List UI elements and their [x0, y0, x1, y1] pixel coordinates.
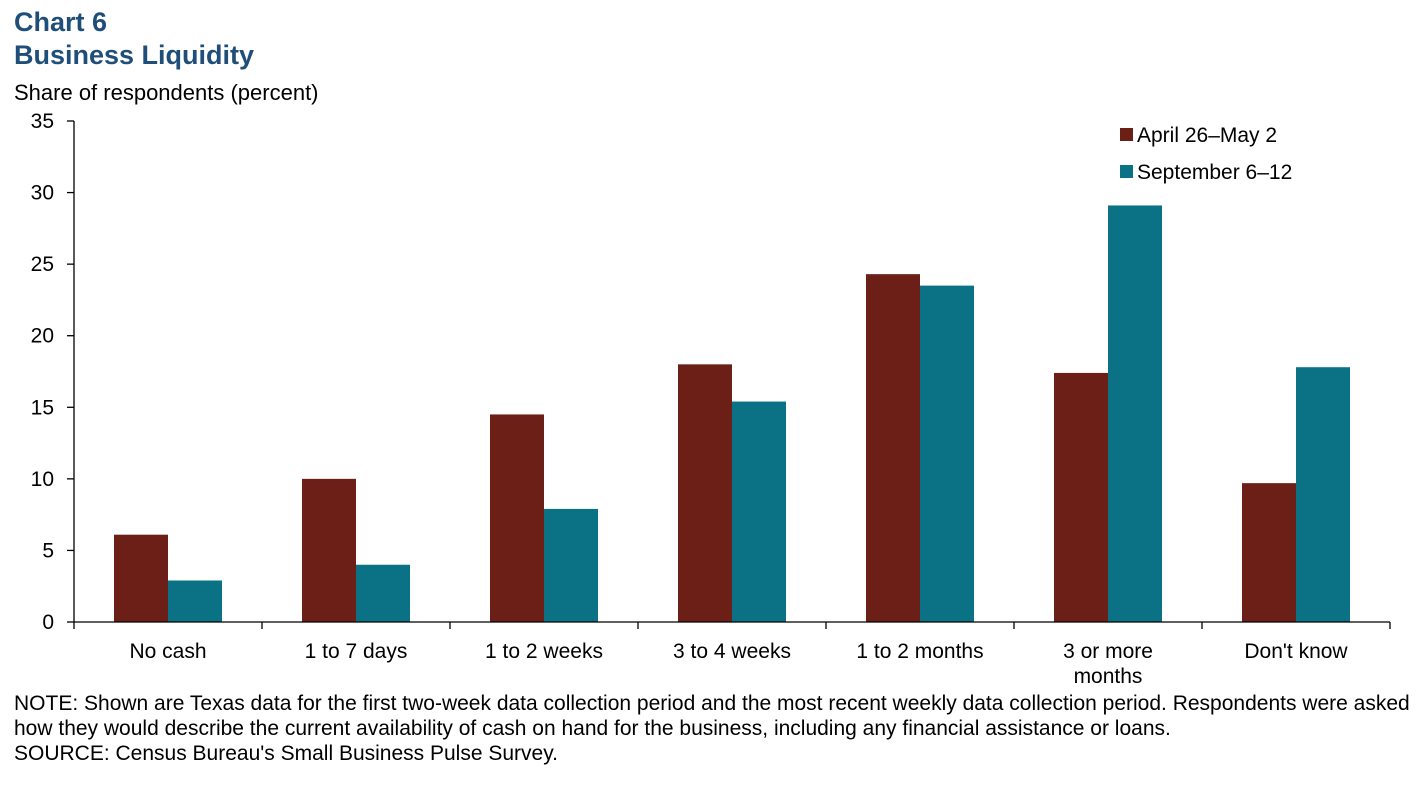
bar-april-1 [302, 478, 356, 622]
y-tick-label: 15 [31, 396, 54, 419]
x-tick-label: 3 or more [1063, 640, 1153, 663]
bar-september-1 [356, 564, 410, 622]
y-tick-label: 10 [31, 468, 54, 491]
chart-title: Business Liquidity [14, 40, 255, 70]
bar-september-3 [732, 401, 786, 622]
x-tick-label: 1 to 2 months [856, 640, 983, 663]
bar-april-6 [1242, 483, 1296, 622]
legend-swatch-april [1120, 128, 1133, 141]
legend-swatch-september [1120, 165, 1133, 178]
bar-april-5 [1054, 372, 1108, 622]
x-tick-label: 3 to 4 weeks [673, 640, 791, 663]
bar-april-4 [866, 274, 920, 622]
y-tick-label: 35 [31, 110, 54, 133]
bar-chart: 0 5 10 15 20 25 30 35 No cash 1 to 7 days 1 to 2 w… [31, 110, 1391, 688]
x-tick-label: 1 to 2 weeks [485, 640, 603, 663]
bar-september-2 [544, 508, 598, 622]
y-tick-label: 25 [31, 253, 54, 276]
source-text: SOURCE: Census Bureau's Small Business P… [14, 742, 559, 765]
legend-label-september: September 6–12 [1137, 161, 1292, 184]
y-axis-label: Share of respondents (percent) [14, 80, 319, 105]
bar-september-4 [920, 285, 974, 622]
y-tick-label: 5 [42, 539, 54, 562]
bar-september-0 [168, 580, 222, 622]
x-tick-label: No cash [129, 640, 206, 663]
y-tick-label: 20 [31, 325, 54, 348]
bar-april-0 [114, 534, 168, 622]
y-tick-label: 30 [31, 182, 54, 205]
bar-september-5 [1108, 205, 1162, 622]
x-tick-label: months [1074, 665, 1143, 688]
legend-label-april: April 26–May 2 [1137, 124, 1277, 147]
x-tick-label: 1 to 7 days [305, 640, 408, 663]
x-tick-label: Don't know [1244, 640, 1348, 663]
chart-number: Chart 6 [14, 7, 108, 37]
bar-april-2 [490, 414, 544, 622]
note-text: NOTE: Shown are Texas data for the first… [14, 692, 1410, 740]
bar-april-3 [678, 364, 732, 622]
bar-september-6 [1296, 367, 1350, 622]
y-tick-label: 0 [42, 611, 54, 634]
chart-notes: NOTE: Shown are Texas data for the first… [14, 691, 1414, 766]
